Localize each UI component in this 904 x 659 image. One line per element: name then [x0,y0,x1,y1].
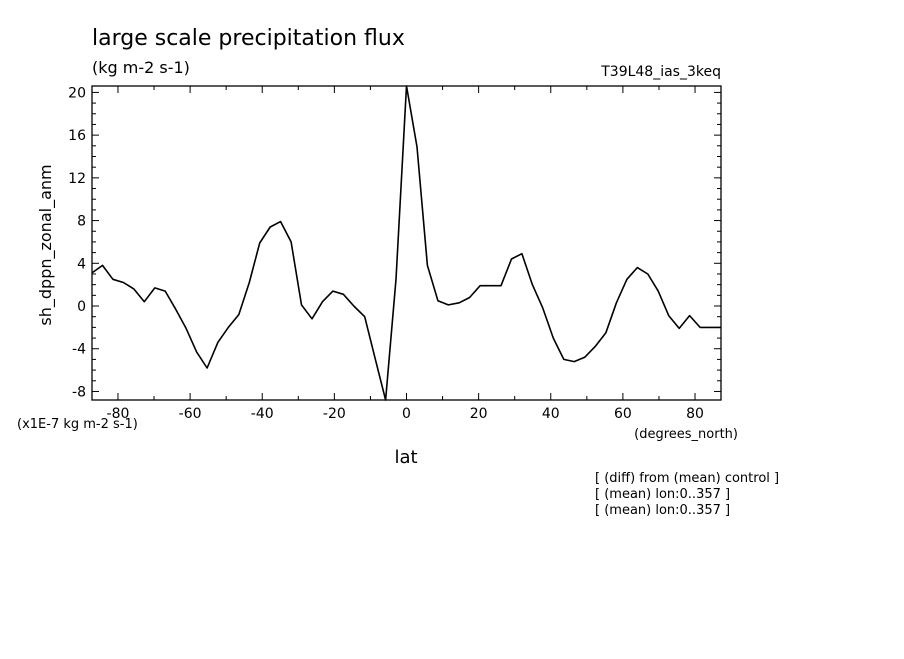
x-tick-label: -80 [107,406,130,422]
y-tick-label: 4 [77,256,86,272]
x-tick-label: 0 [402,406,411,422]
data-series-layer [91,85,721,401]
note-diff: [ (diff) from (mean) control ] [595,471,779,486]
x-axis-label: lat [394,447,417,468]
x-tick-label: -40 [251,406,274,422]
x-tick-label: 80 [686,406,704,422]
chart-units: (kg m-2 s-1) [92,58,190,77]
x-units-label: (degrees_north) [634,427,738,442]
y-tick-label: 8 [77,214,86,230]
x-tick-label: -60 [179,406,202,422]
y-axis: -8 -4 0 4 8 12 16 20 [68,85,721,400]
y-tick-label: 0 [77,299,86,315]
x-axis: -80 -60 -40 -20 0 20 40 60 80 [107,86,704,422]
y-tick-label: -4 [72,342,86,358]
note-mean-lon-2: [ (mean) lon:0..357 ] [595,503,730,518]
run-id-label: T39L48_ias_3keq [600,64,721,80]
y-tick-label: 12 [68,171,86,187]
note-mean-lon-1: [ (mean) lon:0..357 ] [595,487,730,502]
y-tick-label: 16 [68,128,86,144]
x-tick-label: 60 [614,406,632,422]
chart-title: large scale precipitation flux [92,26,405,51]
y-tick-label: -8 [72,384,86,400]
x-tick-label: 40 [542,406,560,422]
series-line [91,85,721,401]
y-axis-label: sh_dppn_zonal_anm [36,164,56,325]
y-scale-note: (x1E-7 kg m-2 s-1) [17,417,138,432]
plot-frame [91,85,722,401]
x-tick-label: -20 [323,406,346,422]
y-tick-label: 20 [68,85,86,101]
x-tick-label: 20 [470,406,488,422]
